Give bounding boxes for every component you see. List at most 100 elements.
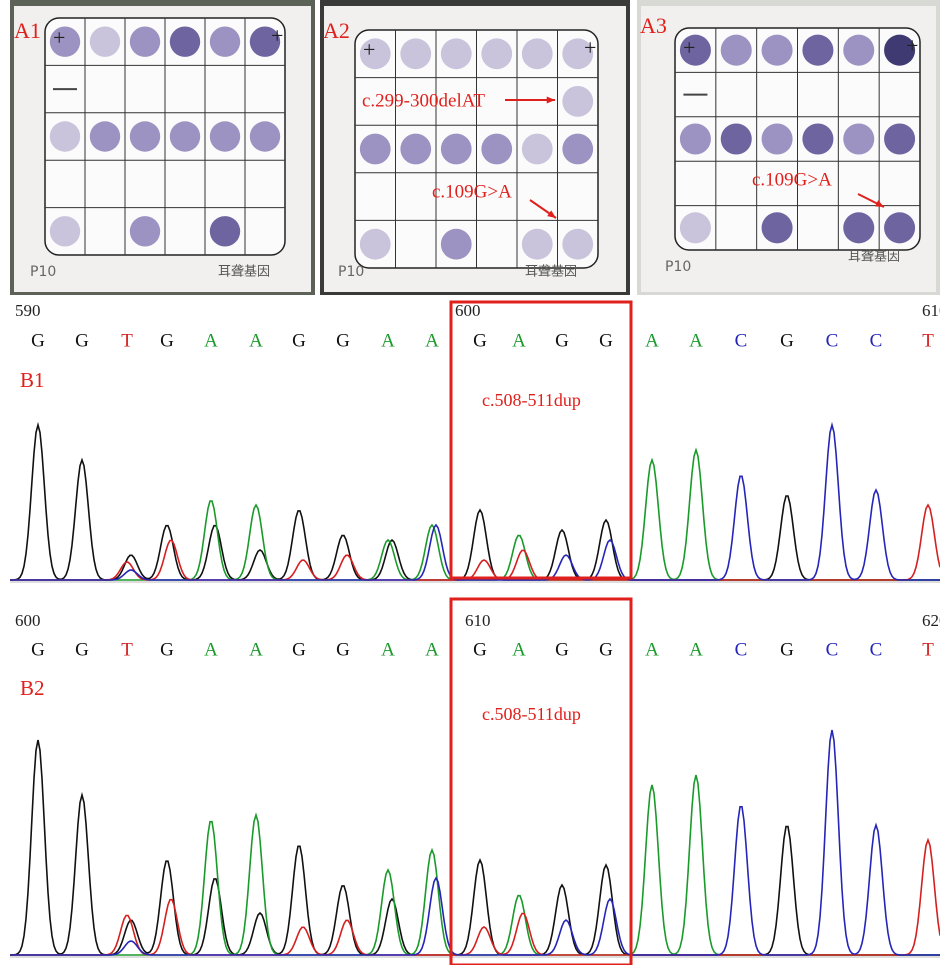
dot <box>359 228 391 260</box>
panel-label: A1 <box>14 18 41 43</box>
dot <box>359 38 391 70</box>
base-call: A <box>512 330 526 351</box>
dot <box>720 123 752 155</box>
dot <box>884 123 916 155</box>
base-call: T <box>922 639 934 660</box>
panel-label: A2 <box>323 18 350 43</box>
dot <box>89 121 121 152</box>
highlight-box <box>449 597 633 965</box>
dot <box>843 123 875 155</box>
footer-right: 耳聋基因 <box>525 264 577 280</box>
sequence-position: 620 <box>922 611 940 630</box>
dot <box>761 212 793 244</box>
dot <box>521 38 553 70</box>
highlight-box <box>449 300 633 580</box>
dot <box>209 26 241 57</box>
base-call: A <box>689 330 703 351</box>
base-call: C <box>870 639 883 660</box>
base-call: T <box>121 639 133 660</box>
base-call: G <box>555 330 569 351</box>
dot <box>209 216 241 247</box>
plus-mark: + <box>271 23 283 48</box>
base-call: G <box>599 330 613 351</box>
base-call: A <box>204 330 218 351</box>
dot <box>359 133 391 165</box>
dot <box>400 133 432 165</box>
sequence-position: 590 <box>15 301 41 320</box>
plus-mark: + <box>53 25 65 50</box>
dot <box>129 216 161 247</box>
arrow-head <box>875 200 884 207</box>
dot <box>679 34 711 66</box>
arrow-head <box>546 96 555 104</box>
dot <box>884 212 916 244</box>
base-call: G <box>160 330 174 351</box>
trace-curve <box>10 774 940 956</box>
dot <box>843 34 875 66</box>
base-call: A <box>645 330 659 351</box>
dot <box>49 121 81 152</box>
dot <box>761 34 793 66</box>
dot <box>49 26 81 57</box>
trace-curve <box>10 729 940 956</box>
dot <box>400 38 432 70</box>
dot <box>169 121 201 152</box>
footer-left: P10 <box>665 259 691 275</box>
footer-right: 耳聋基因 <box>218 264 270 280</box>
dot <box>720 34 752 66</box>
base-call: A <box>381 330 395 351</box>
footer-right: 耳聋基因 <box>848 249 900 265</box>
base-call: C <box>735 639 748 660</box>
base-call: G <box>555 639 569 660</box>
base-call: A <box>381 639 395 660</box>
plus-mark: + <box>906 33 918 58</box>
footer-left: P10 <box>338 264 364 280</box>
base-call: A <box>425 639 439 660</box>
base-call: G <box>780 330 794 351</box>
dot <box>440 228 472 260</box>
base-call: G <box>780 639 794 660</box>
base-call: G <box>599 639 613 660</box>
dot <box>843 212 875 244</box>
base-call: C <box>826 639 839 660</box>
trace-curve <box>10 421 940 581</box>
base-call: T <box>922 330 934 351</box>
trace-curve <box>10 447 940 581</box>
dot <box>249 26 281 57</box>
dot <box>481 38 513 70</box>
dot <box>761 123 793 155</box>
dot <box>562 38 594 70</box>
dot <box>802 123 834 155</box>
dot <box>440 133 472 165</box>
trace-curve <box>9 739 940 956</box>
base-call: A <box>645 639 659 660</box>
dot <box>679 212 711 244</box>
plus-mark: + <box>363 37 375 62</box>
base-call: G <box>292 639 306 660</box>
base-call: A <box>512 639 526 660</box>
base-call: C <box>735 330 748 351</box>
dot <box>521 133 553 165</box>
dot <box>209 121 241 152</box>
sequence-position: 610 <box>922 301 940 320</box>
mutation-label: c.508-511dup <box>482 390 581 410</box>
dot <box>521 228 553 260</box>
plus-mark: + <box>584 35 596 60</box>
dot <box>89 26 121 57</box>
dot <box>562 228 594 260</box>
base-call: G <box>75 330 89 351</box>
dot <box>884 34 916 66</box>
sequence-position: 600 <box>15 611 41 630</box>
mutation-label: c.109G>A <box>752 169 832 190</box>
dot <box>481 133 513 165</box>
dot <box>562 133 594 165</box>
base-call: G <box>160 639 174 660</box>
base-call: G <box>336 639 350 660</box>
dot <box>562 86 594 117</box>
sequence-position: 610 <box>465 611 491 630</box>
dot <box>129 26 161 57</box>
panel-label: A3 <box>640 13 667 38</box>
dot <box>679 123 711 155</box>
footer-left: P10 <box>30 264 56 280</box>
